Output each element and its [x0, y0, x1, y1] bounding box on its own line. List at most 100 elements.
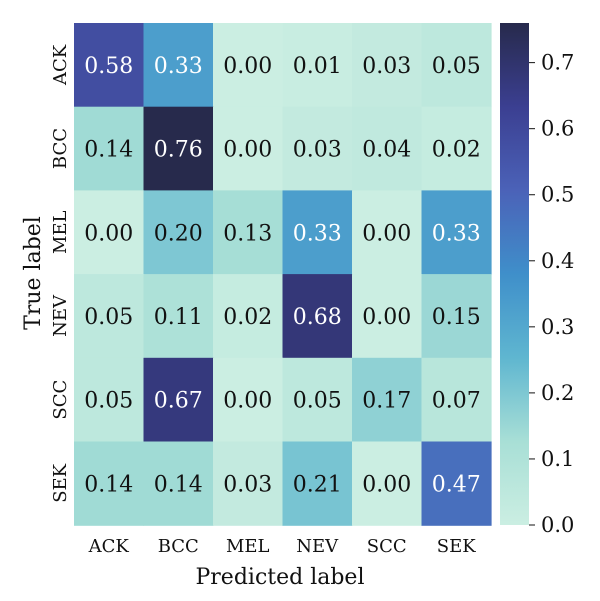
heatmap-cell — [143, 106, 214, 191]
colorbar-tick-label: 0.6 — [541, 117, 574, 141]
heatmap-cell — [74, 190, 145, 275]
cell-value-label: 0.02 — [432, 138, 481, 163]
cell-value-label: 0.00 — [223, 389, 272, 414]
heatmap-cell — [143, 23, 214, 108]
cell-value-label: 0.03 — [293, 138, 342, 163]
x-tick-label: NEV — [296, 536, 339, 557]
cell-value-label: 0.00 — [223, 138, 272, 163]
colorbar-tick-label: 0.0 — [541, 513, 574, 537]
heatmap-cell — [282, 106, 353, 191]
heatmap-cell — [74, 441, 145, 526]
y-tick-label: ACK — [50, 44, 71, 86]
heatmap-cell — [213, 441, 284, 526]
cell-value-label: 0.05 — [84, 305, 133, 330]
cell-value-label: 0.04 — [362, 138, 411, 163]
heatmap-cell — [213, 357, 284, 443]
heatmap-cell — [143, 190, 214, 275]
heatmap-cell — [352, 441, 423, 526]
heatmap-cells: 0.58 0.33 0.00 0.01 0.03 0.05 0.14 0.76 0.00 0.03… — [74, 23, 492, 526]
heatmap-cell — [352, 23, 423, 108]
cell-value-label: 0.20 — [154, 221, 203, 246]
y-tick-label: SCC — [50, 380, 71, 420]
cell-value-label: 0.00 — [362, 472, 411, 497]
cell-value-label: 0.03 — [362, 54, 411, 79]
cell-value-label: 0.11 — [154, 305, 203, 330]
colorbar-tick-label: 0.7 — [541, 51, 574, 75]
heatmap-cell — [421, 106, 492, 191]
x-axis-label: Predicted label — [195, 565, 364, 590]
cell-value-label: 0.15 — [432, 305, 481, 330]
cell-value-label: 0.07 — [432, 389, 481, 414]
colorbar-ticks: 0.0 0.1 0.2 0.3 0.4 0.5 0.6 0.7 — [529, 51, 574, 537]
cell-value-label: 0.17 — [362, 389, 411, 414]
heatmap-cell — [282, 23, 353, 108]
cell-value-label: 0.68 — [293, 305, 342, 330]
y-tick-label: MEL — [50, 210, 71, 254]
cell-value-label: 0.33 — [293, 221, 342, 246]
cell-value-label: 0.58 — [84, 54, 133, 79]
cell-value-label: 0.33 — [432, 221, 481, 246]
cell-value-label: 0.33 — [154, 54, 203, 79]
cell-value-label: 0.14 — [154, 472, 203, 497]
colorbar — [500, 23, 529, 525]
heatmap-cell — [352, 357, 423, 443]
heatmap-cell — [143, 274, 214, 359]
cell-value-label: 0.03 — [223, 472, 272, 497]
heatmap-cell — [421, 274, 492, 359]
heatmap-cell — [352, 190, 423, 275]
heatmap-cell — [352, 106, 423, 191]
heatmap-cell — [421, 23, 492, 108]
colorbar-tick-label: 0.4 — [541, 249, 574, 273]
heatmap-cell — [282, 357, 353, 443]
x-tick-label: SCC — [367, 536, 407, 557]
heatmap-cell — [74, 23, 145, 108]
heatmap-cell — [282, 190, 353, 275]
cell-value-label: 0.01 — [293, 54, 342, 79]
y-axis-label: True label — [21, 216, 46, 330]
cell-value-label: 0.00 — [223, 54, 272, 79]
colorbar-tick-label: 0.2 — [541, 381, 574, 405]
heatmap-cell — [213, 23, 284, 108]
cell-value-label: 0.00 — [362, 305, 411, 330]
heatmap-cell — [74, 357, 145, 443]
cell-value-label: 0.76 — [154, 138, 203, 163]
heatmap-cell — [213, 274, 284, 359]
cell-value-label: 0.14 — [84, 472, 133, 497]
cell-value-label: 0.05 — [293, 389, 342, 414]
y-tick-label: NEV — [50, 294, 71, 337]
heatmap-cell — [421, 441, 492, 526]
x-tick-labels: ACK BCC MEL NEV SCC SEK — [88, 536, 477, 557]
heatmap-cell — [143, 441, 214, 526]
cell-value-label: 0.67 — [154, 389, 203, 414]
cell-value-label: 0.47 — [432, 472, 481, 497]
x-tick-label: BCC — [158, 536, 199, 557]
cell-value-label: 0.13 — [223, 221, 272, 246]
cell-value-label: 0.00 — [84, 221, 133, 246]
heatmap-cell — [74, 106, 145, 191]
x-tick-label: MEL — [226, 536, 270, 557]
x-tick-label: SEK — [437, 536, 476, 557]
cell-value-label: 0.05 — [84, 389, 133, 414]
colorbar-tick-label: 0.3 — [541, 315, 574, 339]
y-tick-label: BCC — [50, 128, 71, 169]
y-tick-labels: ACK BCC MEL NEV SCC SEK — [50, 44, 71, 503]
cell-value-label: 0.02 — [223, 305, 272, 330]
colorbar-tick-label: 0.1 — [541, 447, 574, 471]
heatmap-cell — [282, 441, 353, 526]
cell-value-label: 0.00 — [362, 221, 411, 246]
heatmap-cell — [213, 106, 284, 191]
heatmap-cell — [421, 190, 492, 275]
y-tick-label: SEK — [50, 463, 71, 502]
heatmap-cell — [74, 274, 145, 359]
heatmap-cell — [421, 357, 492, 443]
heatmap-cell — [282, 274, 353, 359]
cell-value-label: 0.21 — [293, 472, 342, 497]
colorbar-tick-label: 0.5 — [541, 183, 574, 207]
heatmap-cell — [143, 357, 214, 443]
heatmap-cell — [213, 190, 284, 275]
x-tick-label: ACK — [88, 536, 130, 557]
cell-value-label: 0.05 — [432, 54, 481, 79]
heatmap-cell — [352, 274, 423, 359]
cell-value-label: 0.14 — [84, 138, 133, 163]
